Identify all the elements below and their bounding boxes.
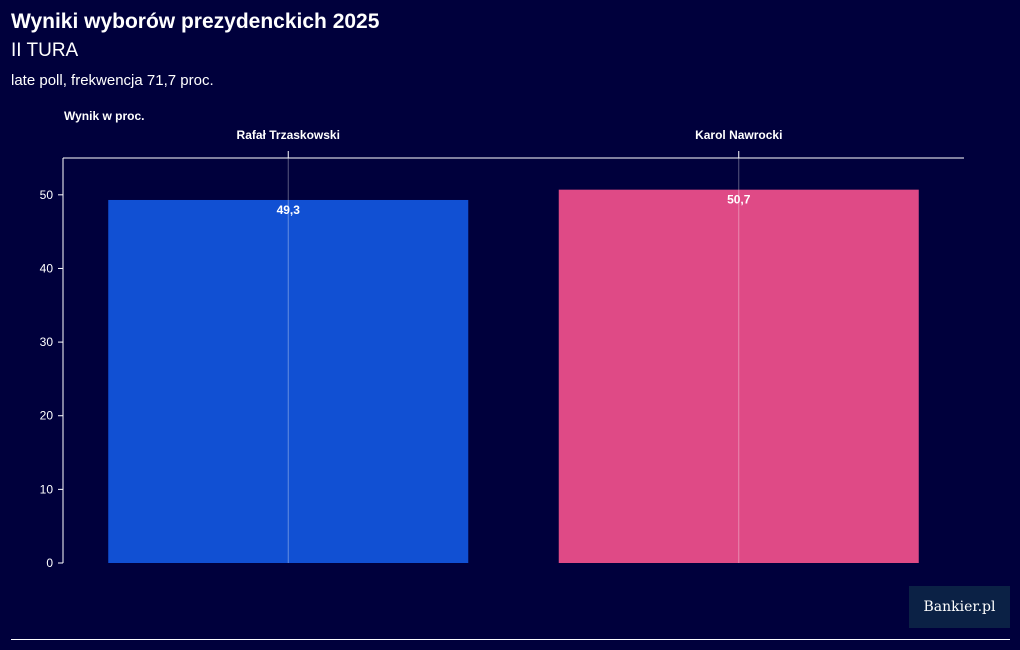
y-axis-label: Wynik w proc. bbox=[64, 109, 144, 123]
bar-1 bbox=[558, 189, 919, 563]
chart-title: Wyniki wyborów prezydenckich 2025 bbox=[11, 10, 380, 33]
category-label-0: Rafał Trzaskowski bbox=[237, 128, 340, 142]
y-tick-label-3: 30 bbox=[40, 335, 54, 349]
category-label-1: Karol Nawrocki bbox=[695, 128, 782, 142]
y-tick-label-2: 20 bbox=[40, 409, 54, 423]
data-label-0: 49,3 bbox=[277, 203, 301, 217]
bar-0 bbox=[108, 199, 469, 564]
chart-subtitle: II TURA bbox=[11, 40, 79, 61]
y-tick-label-5: 50 bbox=[40, 188, 54, 202]
bottom-divider bbox=[11, 639, 1010, 640]
data-label-1: 50,7 bbox=[727, 193, 751, 207]
chart-note: late poll, frekwencja 71,7 proc. bbox=[11, 72, 214, 89]
y-tick-label-0: 0 bbox=[46, 556, 53, 570]
y-tick-label-4: 40 bbox=[40, 261, 54, 275]
bankier-logo: Bankier.pl bbox=[909, 586, 1010, 628]
logo-text: Bankier.pl bbox=[923, 599, 996, 615]
y-tick-label-1: 10 bbox=[40, 482, 54, 496]
